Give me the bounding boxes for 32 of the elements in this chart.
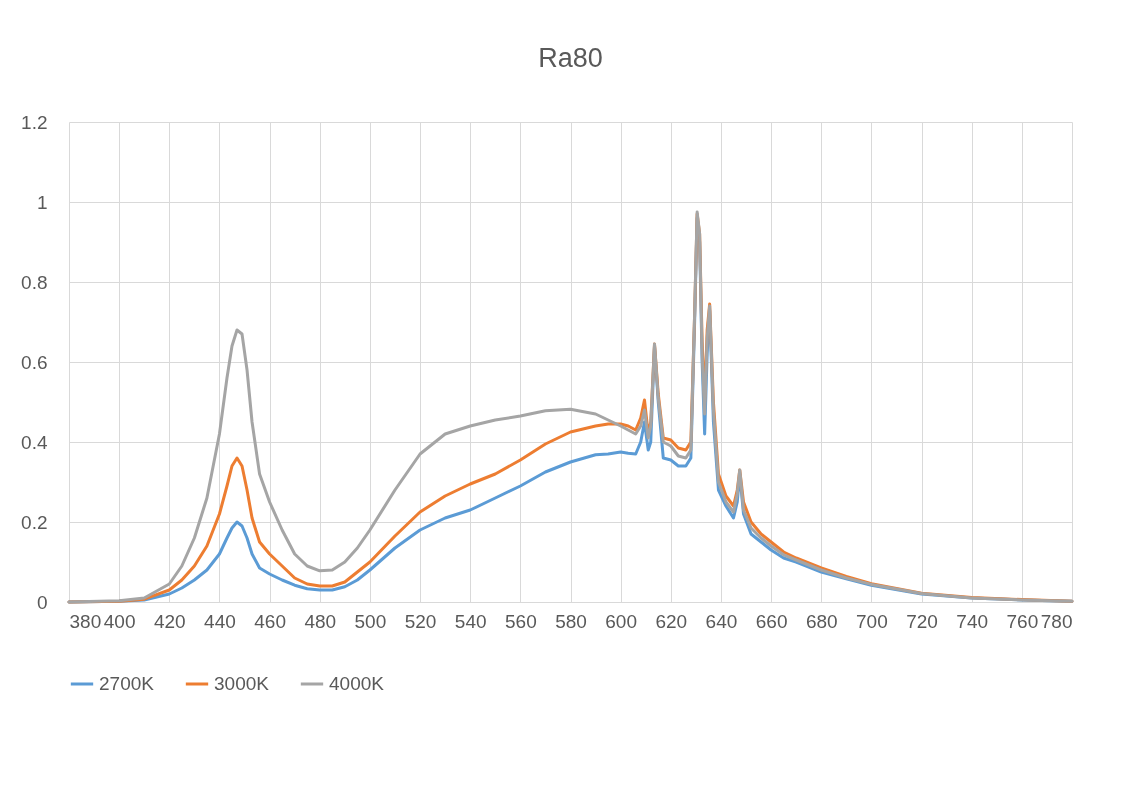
x-tick-label: 540 <box>454 610 487 632</box>
x-tick-label: 780 <box>1040 610 1073 632</box>
x-tick-label: 720 <box>906 610 938 632</box>
x-tick-label: 440 <box>204 610 236 632</box>
x-tick-label: 560 <box>505 610 537 632</box>
x-tick-label: 760 <box>1006 610 1039 632</box>
legend-label: 4000K <box>329 673 385 694</box>
x-tick-label: 660 <box>755 610 788 632</box>
y-tick-label: 1 <box>36 191 48 213</box>
x-tick-label: 480 <box>304 610 337 632</box>
x-tick-label: 700 <box>856 610 888 632</box>
x-tick-label: 680 <box>805 610 838 632</box>
y-tick-label: 0.2 <box>21 511 48 533</box>
legend-label: 2700K <box>99 673 155 694</box>
x-tick-label: 740 <box>956 610 989 632</box>
chart-title: Ra80 <box>538 43 603 73</box>
x-tick-label: 380 <box>69 610 102 632</box>
x-tick-label: 520 <box>404 610 437 632</box>
y-tick-label: 1.2 <box>21 111 48 133</box>
x-tick-label: 600 <box>605 610 637 632</box>
x-tick-label: 400 <box>103 610 136 632</box>
y-tick-label: 0.6 <box>21 351 48 373</box>
x-tick-label: 500 <box>354 610 387 632</box>
legend-label: 3000K <box>214 673 270 694</box>
y-tick-label: 0.8 <box>21 271 48 293</box>
x-tick-label: 580 <box>555 610 587 632</box>
x-tick-label: 620 <box>655 610 688 632</box>
x-tick-label: 420 <box>153 610 186 632</box>
x-tick-label: 640 <box>705 610 738 632</box>
x-tick-label: 460 <box>254 610 286 632</box>
y-tick-label: 0.4 <box>21 431 48 453</box>
y-tick-label: 0 <box>36 591 48 613</box>
